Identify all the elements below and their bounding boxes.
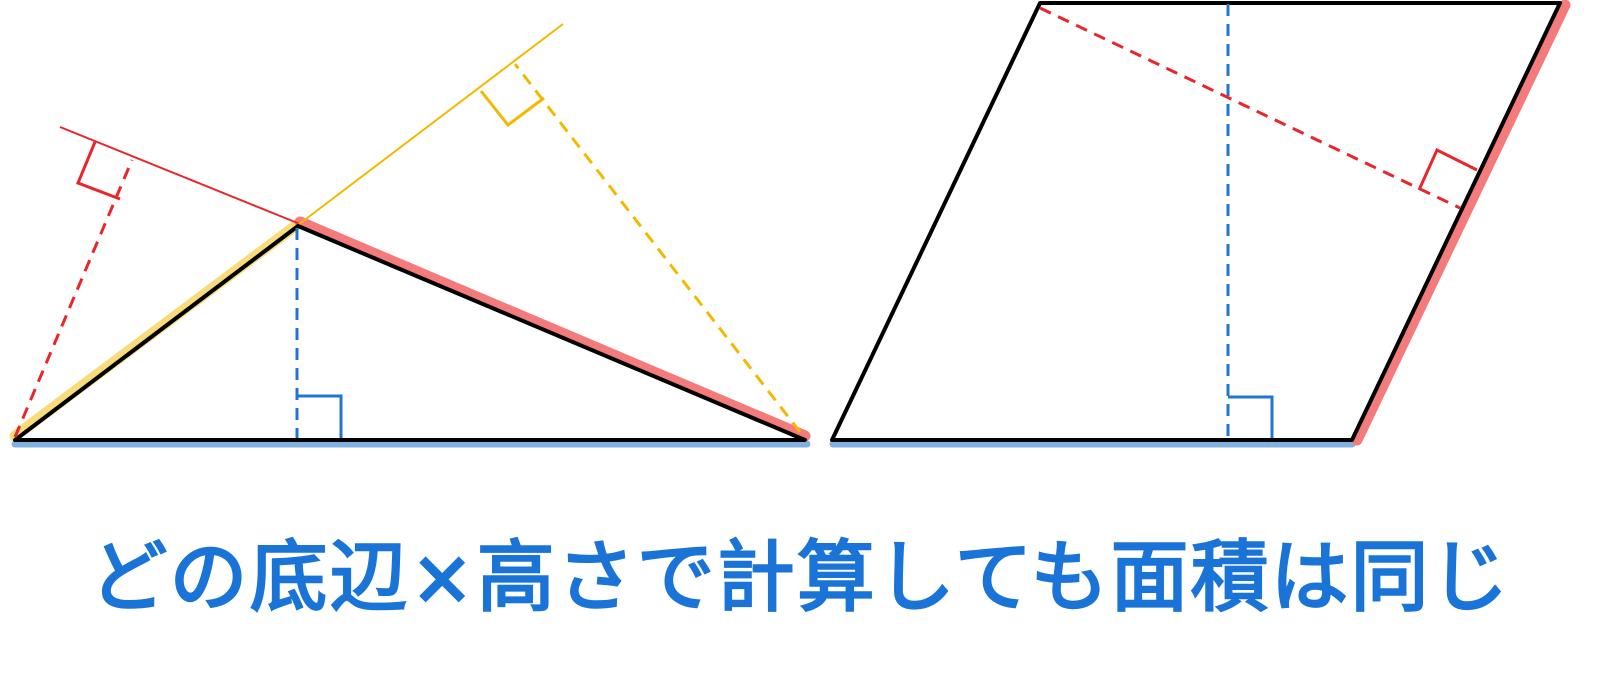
blue-right-angle-icon <box>1228 395 1274 438</box>
blue-right-angle-icon <box>297 394 343 438</box>
triangle-outline <box>13 224 807 442</box>
parallelogram-side-highlight <box>1351 0 1571 446</box>
red-extension-line <box>59 126 301 225</box>
yellow-right-angle-icon <box>479 90 545 128</box>
yellow-height-dashed <box>513 63 802 433</box>
triangle-figure <box>9 23 811 448</box>
triangle-right-side-highlight <box>294 216 811 442</box>
parallelogram-outline <box>830 1 1562 442</box>
parallelogram-figure <box>829 0 1571 448</box>
red-height-dashed <box>1039 6 1461 210</box>
red-height-dashed <box>13 159 134 438</box>
red-right-angle-icon <box>76 141 121 201</box>
yellow-extension-line <box>297 23 564 226</box>
red-right-angle-icon <box>1417 147 1478 191</box>
caption-text: どの底辺×高さで計算しても面積は同じ <box>89 533 1511 623</box>
